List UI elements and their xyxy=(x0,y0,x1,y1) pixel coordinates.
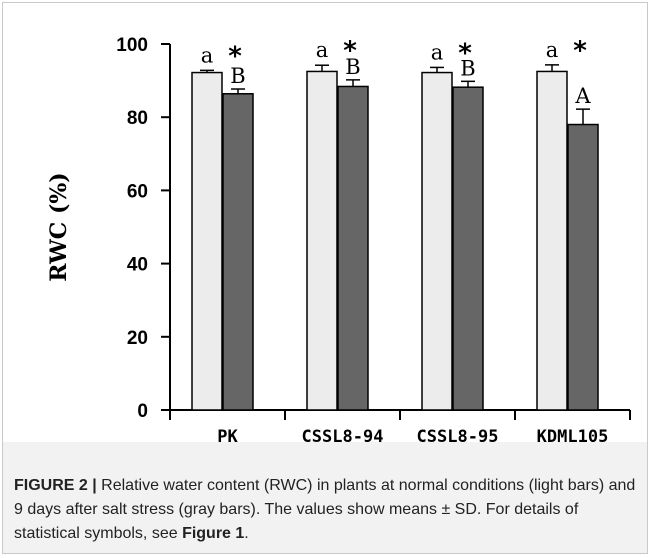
y-tick-label-100: 100 xyxy=(116,35,148,56)
bar-salt-PK xyxy=(222,93,254,411)
letter-salt-CSSL8-95: B xyxy=(460,56,475,80)
y-tick-label-80: 80 xyxy=(127,108,148,129)
bar-salt-CSSL8-94 xyxy=(337,85,369,411)
letter-salt-KDML105: A xyxy=(574,84,591,108)
x-category-label-KDML105: KDML105 xyxy=(537,427,609,442)
significance-star-KDML105: * xyxy=(573,36,587,66)
x-category-label-PK: PK xyxy=(217,427,238,442)
caption-figure-link[interactable]: Figure 1 xyxy=(182,525,245,542)
significance-star-CSSL8-94: * xyxy=(343,36,357,66)
bar-salt-CSSL8-95 xyxy=(452,86,484,411)
x-category-label-CSSL8-94: CSSL8-94 xyxy=(302,427,384,442)
bar-salt-KDML105 xyxy=(567,123,599,411)
bar-normal-KDML105 xyxy=(536,70,568,411)
letter-normal-CSSL8-95: a xyxy=(431,40,444,64)
y-tick-label-0: 0 xyxy=(137,401,148,422)
y-axis-title: RWC (%) xyxy=(46,172,72,281)
letter-normal-KDML105: a xyxy=(546,38,559,62)
caption-label: FIGURE 2 | xyxy=(14,477,97,494)
y-tick-label-40: 40 xyxy=(127,255,148,276)
bar-normal-PK xyxy=(191,71,223,411)
significance-star-PK: * xyxy=(228,41,242,71)
bar-normal-CSSL8-94 xyxy=(306,70,338,411)
letter-normal-CSSL8-94: a xyxy=(316,38,329,62)
y-tick-label-20: 20 xyxy=(127,328,148,349)
chart-panel: a B * a B * a B * a A * 0 20 40 60 80 100 RWC (%) PK CSSL8-… xyxy=(2,2,648,442)
x-category-label-CSSL8-95: CSSL8-95 xyxy=(417,427,499,442)
letter-normal-PK: a xyxy=(201,43,214,67)
caption-end: . xyxy=(244,525,249,542)
significance-star-CSSL8-95: * xyxy=(458,38,472,68)
letter-salt-CSSL8-94: B xyxy=(345,55,360,79)
figure-caption: FIGURE 2 | Relative water content (RWC) … xyxy=(14,474,639,546)
y-tick-label-60: 60 xyxy=(127,181,148,202)
caption-text: Relative water content (RWC) in plants a… xyxy=(14,477,636,542)
bar-normal-CSSL8-95 xyxy=(421,71,453,411)
letter-salt-PK: B xyxy=(230,64,245,88)
caption-background xyxy=(3,442,647,553)
